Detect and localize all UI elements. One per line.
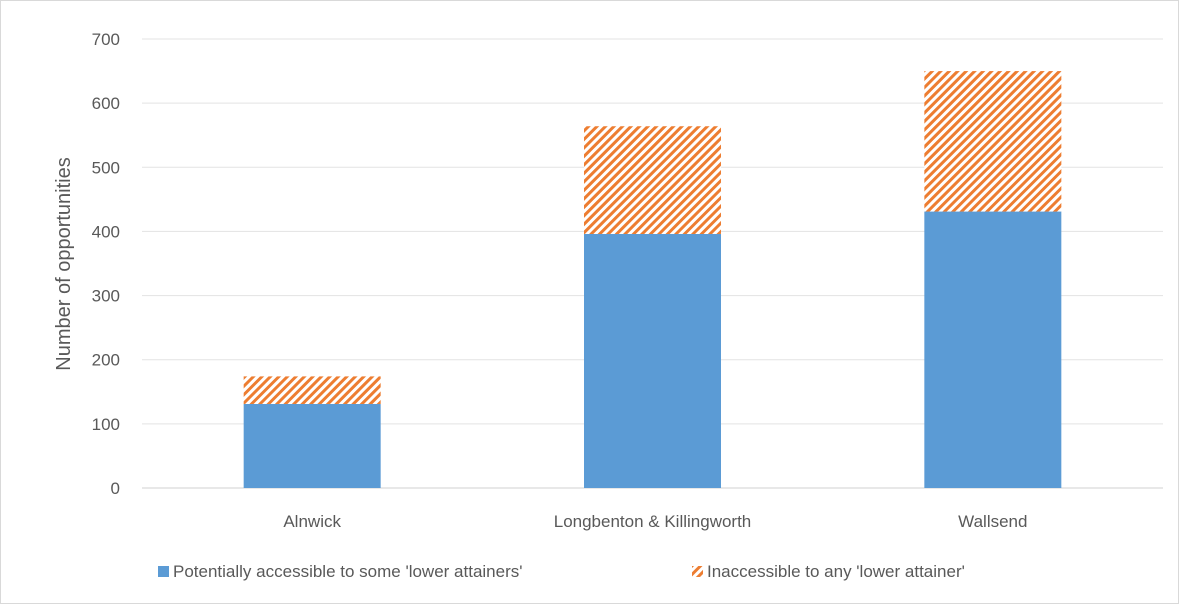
bar-inaccessible-0 xyxy=(243,376,381,404)
x-tick-label: Longbenton & Killingworth xyxy=(554,512,752,531)
bar-accessible-2 xyxy=(924,211,1062,488)
y-axis-label: Number of opportunities xyxy=(53,157,75,370)
x-tick-label: Wallsend xyxy=(958,512,1027,531)
y-tick-label: 600 xyxy=(92,94,120,113)
y-tick-label: 200 xyxy=(92,351,120,370)
y-tick-label: 300 xyxy=(92,287,120,306)
y-tick-label: 400 xyxy=(92,222,120,241)
legend-label-0: Potentially accessible to some 'lower at… xyxy=(173,562,523,581)
x-tick-label: Alnwick xyxy=(283,512,341,531)
bar-inaccessible-1 xyxy=(584,126,721,234)
bar-inaccessible-2 xyxy=(924,71,1062,212)
y-axis-ticks: 0 100 200 300 400 500 600 700 xyxy=(92,30,120,498)
y-tick-label: 700 xyxy=(92,30,120,49)
legend-swatch-1 xyxy=(692,566,703,577)
bar-accessible-1 xyxy=(584,233,721,488)
bars xyxy=(243,71,1062,488)
y-tick-label: 100 xyxy=(92,415,120,434)
bar-accessible-0 xyxy=(243,403,381,488)
legend-label-1: Inaccessible to any 'lower attainer' xyxy=(707,562,965,581)
x-axis-ticks: Alnwick Longbenton & Killingworth Wallsend xyxy=(283,512,1027,531)
legend-swatch-0 xyxy=(158,566,169,577)
y-tick-label: 500 xyxy=(92,158,120,177)
legend: Potentially accessible to some 'lower at… xyxy=(158,562,965,581)
y-tick-label: 0 xyxy=(111,479,120,498)
